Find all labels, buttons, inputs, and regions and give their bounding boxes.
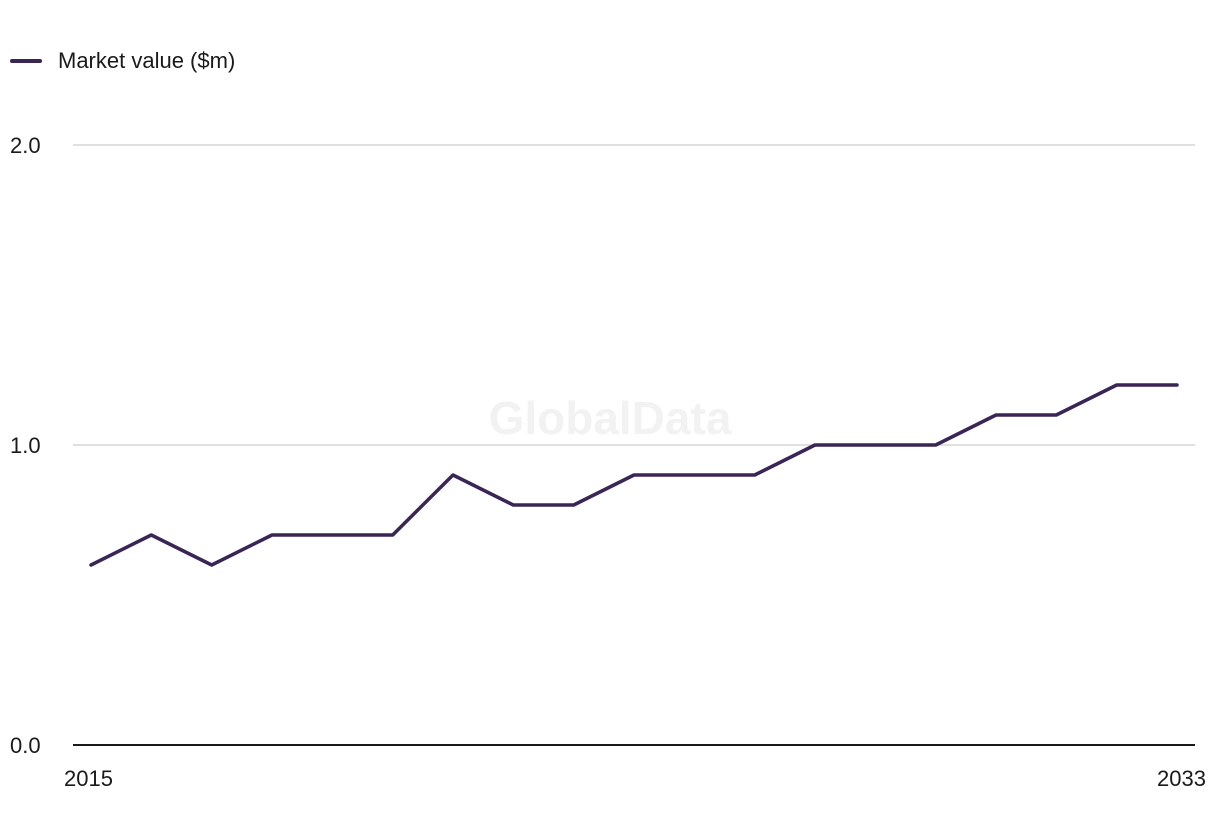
y-tick-label: 0.0 bbox=[10, 733, 41, 758]
x-tick-label: 2033 bbox=[1157, 766, 1206, 791]
y-tick-label: 2.0 bbox=[10, 133, 41, 158]
legend-label: Market value ($m) bbox=[58, 48, 236, 73]
legend-swatch bbox=[10, 59, 42, 63]
y-tick-label: 1.0 bbox=[10, 433, 41, 458]
x-tick-label: 2015 bbox=[64, 766, 113, 791]
watermark: GlobalData bbox=[489, 392, 732, 444]
chart-legend: Market value ($m) bbox=[10, 46, 235, 76]
